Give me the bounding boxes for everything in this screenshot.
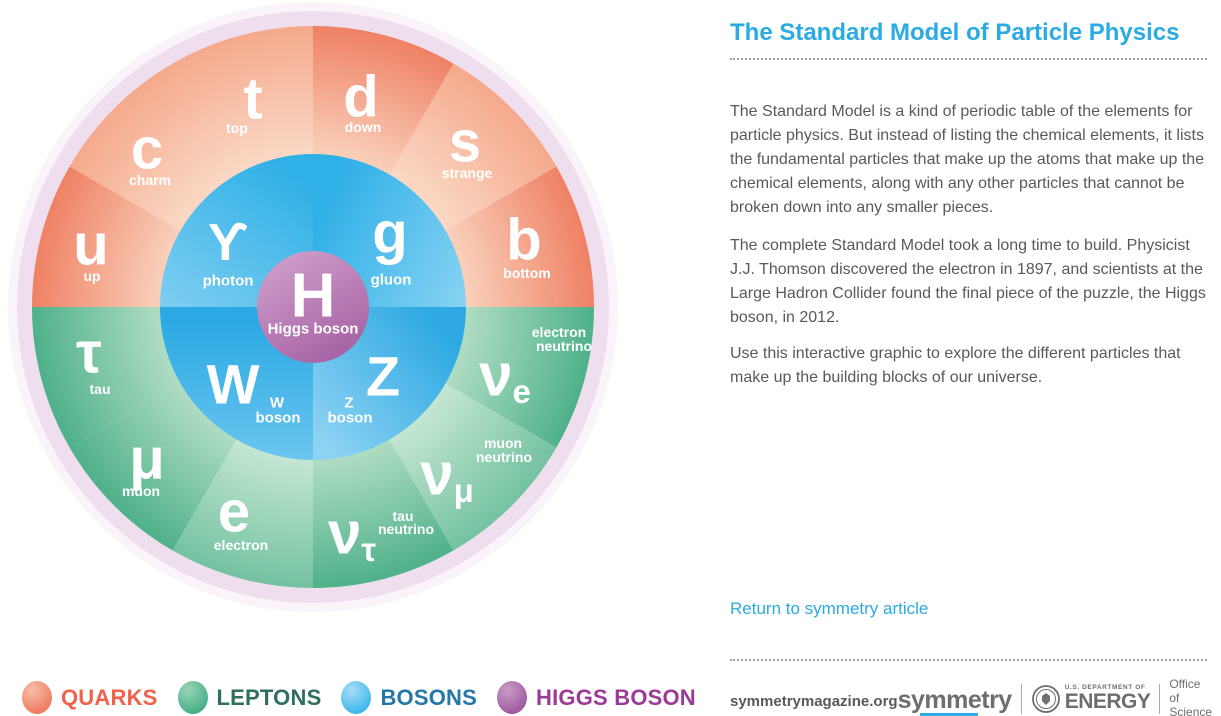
symmetry-wordmark: symmetry <box>897 686 1013 715</box>
particle-symbol-z-boson: Z <box>366 345 400 408</box>
return-to-article-link[interactable]: Return to symmetry article <box>730 599 929 618</box>
dotted-divider-bottom <box>730 659 1207 661</box>
article-paragraph: Use this interactive graphic to explore … <box>730 345 1181 386</box>
footer: symmetrymagazine.org symmetry U.S. DEPAR… <box>730 677 1212 716</box>
legend-label-quarks: QUARKS <box>61 684 158 710</box>
quark-color-dot <box>22 681 52 714</box>
legend-label-higgs: HIGGS BOSON <box>536 684 696 710</box>
office-of-science-label: Office of Science <box>1169 677 1213 716</box>
particle-symbol-charm: c <box>131 117 163 182</box>
legend-item-higgs: HIGGS BOSON <box>497 681 696 714</box>
particle-name-muon: muon <box>122 483 160 499</box>
footer-divider <box>1159 683 1161 714</box>
legend-item-quarks: QUARKS <box>22 681 158 714</box>
article-panel: The Standard Model of Particle Physics T… <box>730 0 1212 716</box>
particle-symbol-higgs-boson: H <box>291 262 336 331</box>
particle-name-photon: photon <box>203 273 254 290</box>
dotted-divider-top <box>730 58 1207 60</box>
office-line2: Science <box>1169 704 1213 716</box>
particle-name-w-boson: W <box>270 395 285 412</box>
particle-name-muon-neutrino: muon <box>484 435 522 451</box>
doe-department-text: U.S. DEPARTMENT OF <box>1064 683 1146 691</box>
particle-symbol-photon: ϒ <box>208 214 248 272</box>
particle-name-muon-neutrino: neutrino <box>476 449 532 465</box>
legend: QUARKS LEPTONS BOSONS HIGGS BOSON <box>22 681 696 714</box>
higgs-color-dot <box>497 681 528 714</box>
particle-name-electron-neutrino: electron <box>532 324 586 340</box>
boson-color-dot <box>341 681 372 714</box>
particle-symbol-w-boson: W <box>207 353 260 416</box>
footer-divider <box>1020 683 1022 714</box>
office-line1: Office of <box>1169 677 1201 705</box>
page-title: The Standard Model of Particle Physics <box>730 19 1180 46</box>
legend-item-bosons: BOSONS <box>341 681 477 714</box>
doe-logo[interactable]: U.S. DEPARTMENT OF ENERGY <box>1031 684 1151 714</box>
particle-name-z-boson: Z <box>344 395 353 412</box>
article-paragraph: The Standard Model is a kind of periodic… <box>730 103 1205 216</box>
footer-logos: symmetry U.S. DEPARTMENT OF ENERGY <box>897 677 1213 716</box>
particle-name-higgs-boson: Higgs boson <box>268 321 359 338</box>
particle-name-bottom: bottom <box>503 265 550 281</box>
particle-name-electron: electron <box>214 537 268 553</box>
particle-name-down: down <box>345 119 382 135</box>
particle-name-electron-neutrino: neutrino <box>536 338 592 354</box>
particle-name-charm: charm <box>129 172 171 188</box>
higgs-boson-circle[interactable] <box>257 251 369 363</box>
particle-name-gluon: gluon <box>371 272 412 289</box>
legend-label-leptons: LEPTONS <box>216 684 322 710</box>
particle-name-w-boson: boson <box>256 410 301 427</box>
particle-symbol-down: d <box>343 65 378 130</box>
particle-symbol-gluon: g <box>372 201 407 266</box>
particle-name-tau-neutrino: neutrino <box>378 521 434 537</box>
particle-name-up: up <box>83 268 100 284</box>
particle-name-z-boson: boson <box>328 410 373 427</box>
legend-item-leptons: LEPTONS <box>177 681 322 714</box>
particle-name-top: top <box>226 120 248 136</box>
particle-symbol-muon-neutrino: νμ <box>420 441 474 509</box>
article-paragraph: The complete Standard Model took a long … <box>730 237 1206 326</box>
particle-symbol-strange: s <box>449 110 481 175</box>
particle-symbol-top: t <box>243 67 262 132</box>
doe-wordmark: U.S. DEPARTMENT OF ENERGY <box>1064 683 1151 714</box>
particle-symbol-muon: μ <box>129 427 165 492</box>
particle-symbol-bottom: b <box>506 208 541 273</box>
legend-label-bosons: BOSONS <box>380 684 478 710</box>
particle-name-tau-neutrino: tau <box>393 508 414 524</box>
symmetry-tagline-bar <box>919 713 978 716</box>
particle-name-strange: strange <box>442 165 493 181</box>
symmetry-logo[interactable]: symmetry <box>897 682 1013 716</box>
particle-symbol-up: u <box>73 213 108 278</box>
particle-name-tau: tau <box>90 381 111 397</box>
lepton-color-dot <box>177 681 208 714</box>
site-name: symmetrymagazine.org <box>730 693 898 711</box>
doe-seal-icon <box>1031 684 1060 713</box>
particle-symbol-electron: e <box>218 480 250 545</box>
doe-energy-text: ENERGY <box>1064 690 1151 714</box>
particle-symbol-tau: τ <box>76 321 102 386</box>
